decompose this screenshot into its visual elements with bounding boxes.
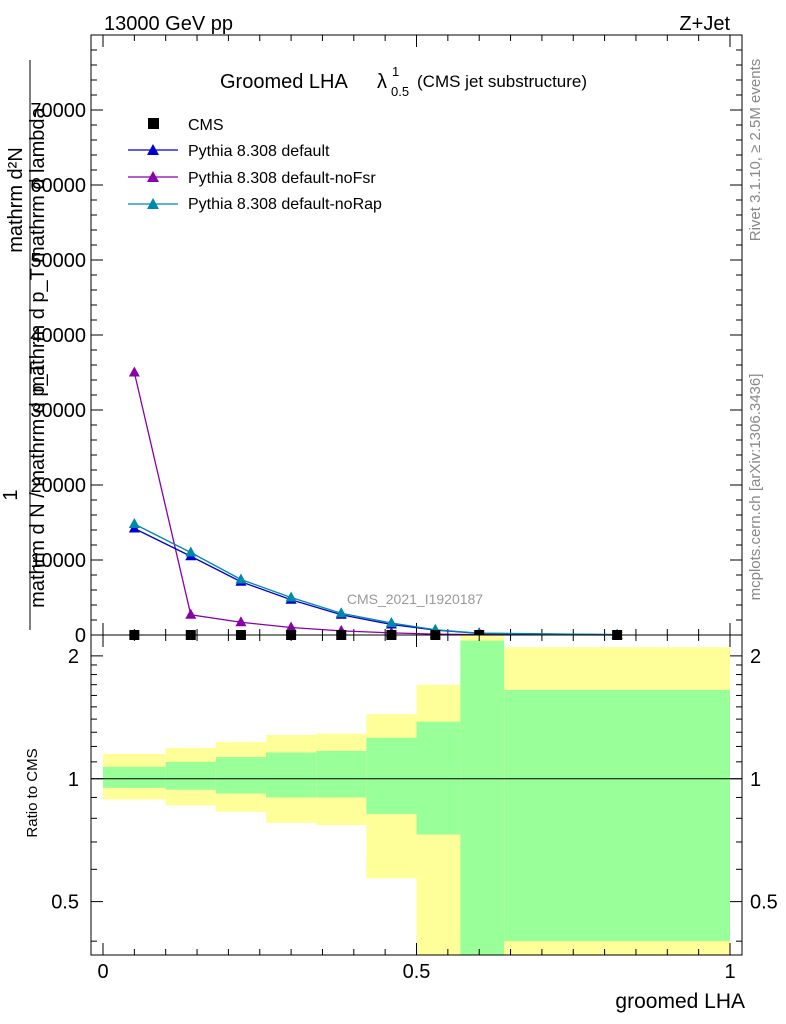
series-point — [128, 366, 140, 377]
ratio-band-inner — [215, 757, 267, 794]
ratio-band-inner — [460, 640, 505, 955]
series-point — [235, 573, 247, 584]
title-main: Groomed LHA — [220, 71, 348, 93]
main-y-axis: 0 10000 20000 30000 40000 50000 60000 70000 — [30, 49, 742, 647]
ratio-xtick-label: 1 — [724, 961, 735, 983]
ratio-band-inner — [504, 689, 730, 942]
series-point — [285, 621, 297, 632]
legend-label-default: Pythia 8.308 default — [188, 143, 330, 160]
ylabel-prefix-denom: mathrm d N / mathrm d p_T — [27, 362, 49, 608]
legend-marker-norap — [147, 198, 159, 209]
ratio-band-inner — [316, 750, 367, 798]
main-ytick-label: 40000 — [30, 325, 86, 347]
main-plot-title: Groomed LHA λ 1 0.5 (CMS jet substructur… — [220, 64, 587, 99]
ratio-ytick-label: 0.5 — [51, 892, 79, 914]
ratio-band-inner — [366, 737, 417, 814]
ratio-xtick-label: 0.5 — [403, 961, 431, 983]
legend-marker-cms — [148, 118, 159, 129]
main-y-axis-label: mathrm d²N mathrm d p_T mathrm d lambda … — [0, 60, 49, 630]
series-point — [285, 591, 297, 602]
legend-label-nofsr: Pythia 8.308 default-noFsr — [188, 170, 376, 187]
main-plot-frame — [90, 34, 743, 636]
main-ytick-label: 70000 — [30, 100, 86, 122]
x-axis-label: groomed LHA — [615, 990, 745, 1013]
ratio-ytick-label-right: 1 — [750, 769, 761, 791]
main-ytick-label: 50000 — [30, 250, 86, 272]
main-ytick-label: 20000 — [30, 475, 86, 497]
series-point — [235, 616, 247, 627]
title-subscript: 0.5 — [391, 84, 409, 99]
main-ytick-label: 60000 — [30, 175, 86, 197]
series-point — [128, 518, 140, 528]
ylabel-prefix-one: 1 — [0, 489, 22, 500]
ratio-band-inner — [266, 752, 317, 798]
series-point — [335, 607, 347, 618]
series-3 — [128, 518, 623, 639]
analysis-watermark: CMS_2021_I1920187 — [347, 591, 483, 607]
title-suffix: (CMS jet substructure) — [417, 72, 587, 91]
series-point — [185, 546, 197, 557]
process-label: Z+Jet — [679, 13, 730, 35]
legend-marker-default — [147, 144, 159, 155]
ratio-xtick-label: 0 — [97, 961, 108, 983]
rivet-label: Rivet 3.1.10, ≥ 2.5M events — [747, 59, 764, 242]
ratio-ytick-label-right: 0.5 — [750, 892, 778, 914]
legend-label-norap: Pythia 8.308 default-noRap — [188, 196, 382, 213]
main-x-axis — [102, 35, 731, 635]
legend: CMS Pythia 8.308 default Pythia 8.308 de… — [128, 117, 382, 213]
mcplots-label: mcplots.cern.ch [arXiv:1306.3436] — [747, 374, 764, 601]
ratio-band-inner — [416, 721, 461, 835]
energy-label: 13000 GeV pp — [104, 13, 233, 35]
main-ytick-label: 0 — [75, 625, 86, 647]
main-ytick-label: 30000 — [30, 400, 86, 422]
title-lambda: λ — [377, 71, 387, 93]
ylabel-denominator: mathrm d p_T mathrm d lambda — [27, 106, 49, 392]
ratio-ytick-label: 1 — [68, 769, 79, 791]
series-point — [385, 617, 397, 627]
ratio-x-axis: 0 0.5 1 — [97, 635, 736, 983]
series-point — [185, 608, 197, 619]
ratio-band-inner — [103, 766, 166, 788]
ratio-y-axis-label: Ratio to CMS — [24, 748, 41, 837]
legend-label-cms: CMS — [188, 117, 224, 134]
ylabel-numerator: mathrm d²N — [5, 147, 27, 253]
ratio-ytick-label-right: 2 — [750, 646, 761, 668]
ratio-y-axis: 0.5 0.5 1 1 2 2 — [51, 646, 778, 942]
legend-marker-nofsr — [147, 171, 159, 182]
ratio-ytick-label: 2 — [68, 646, 79, 668]
main-ytick-label: 10000 — [30, 550, 86, 572]
ratio-bands — [103, 635, 730, 955]
title-superscript: 1 — [392, 64, 399, 79]
ratio-band-inner — [165, 761, 216, 790]
